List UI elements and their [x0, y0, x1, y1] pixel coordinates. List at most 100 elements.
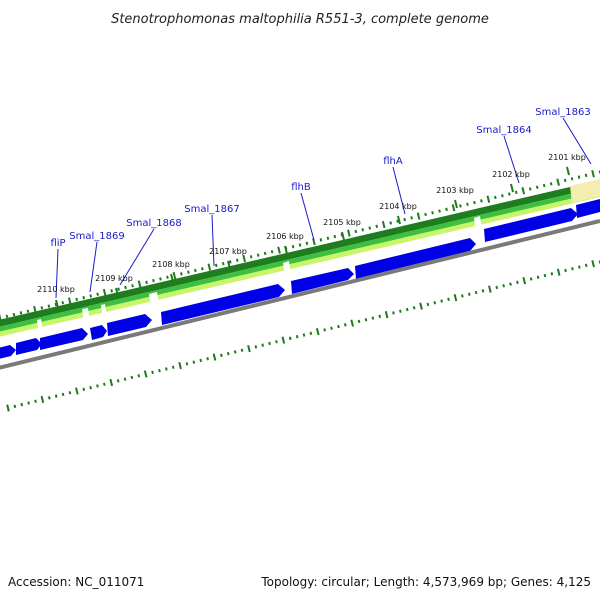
scale-tick: [578, 265, 581, 269]
scale-tick: [556, 268, 561, 276]
scale-tick: [392, 311, 395, 315]
scale-tick: [426, 302, 430, 307]
cds-arrow: [161, 284, 285, 325]
scale-tick: [54, 302, 58, 307]
scale-tick: [474, 290, 478, 295]
accession-text: Accession: NC_011071: [8, 575, 144, 589]
scale-tick: [263, 251, 267, 256]
scale-tick: [187, 270, 190, 274]
scale-tick: [206, 357, 209, 361]
scale-tick: [591, 260, 595, 268]
scale-tick: [563, 178, 567, 183]
scale-tick: [319, 238, 323, 242]
scale-tick: [326, 236, 330, 240]
gene-label: Smal_1867: [184, 204, 239, 215]
gene-label: flhB: [291, 182, 311, 193]
scale-tick: [438, 209, 441, 213]
gene-band-gaps: [37, 216, 482, 334]
scale-tick: [185, 362, 189, 366]
scale-tick: [96, 384, 99, 388]
scale-tick: [396, 219, 399, 223]
gene-label: fliP: [50, 238, 65, 249]
cds-arrow: [291, 268, 354, 294]
scale-tick: [514, 190, 518, 195]
scale-tick: [375, 224, 379, 229]
scale-tick: [75, 297, 79, 302]
scale-tick: [235, 258, 239, 262]
kbp-label: 2106 kbp: [266, 232, 304, 241]
scale-tick: [47, 396, 51, 400]
scale-tick: [26, 309, 30, 313]
gene-callout-line: [211, 214, 215, 267]
scale-tick: [354, 229, 358, 234]
kbp-tick: [170, 273, 174, 283]
scale-tick: [473, 200, 476, 205]
gene-callout-line: [562, 117, 592, 165]
gene-callout-line: [300, 192, 315, 241]
scale-tick: [509, 282, 512, 286]
kbp-label: 2102 kbp: [492, 170, 530, 179]
kbp-label: 2109 kbp: [95, 274, 133, 283]
scale-tick: [131, 284, 134, 288]
scale-tick: [445, 207, 448, 212]
scale-tick: [116, 379, 120, 383]
cds-arrow: [355, 238, 476, 279]
scale-tick: [384, 310, 389, 319]
scale-tick: [481, 289, 485, 293]
scale-tick: [152, 278, 155, 283]
scale-tick: [102, 288, 107, 297]
scale-tick: [268, 341, 271, 346]
scale-tick: [542, 183, 546, 188]
scale-tick: [405, 307, 409, 312]
scale-tick: [130, 375, 134, 380]
scale-tick: [507, 192, 511, 196]
gene-label: flhA: [383, 156, 403, 167]
scale-tick: [281, 336, 286, 344]
scale-tick: [502, 284, 505, 288]
scale-tick: [480, 199, 483, 203]
scale-tick: [461, 294, 464, 298]
scale-tick: [96, 292, 99, 296]
scale-tick: [277, 246, 281, 254]
scale-tick: [54, 394, 58, 398]
scale-tick: [124, 285, 127, 290]
scale-tick: [12, 312, 16, 317]
scale-tick: [171, 365, 175, 369]
gene-band-light: [0, 192, 600, 337]
scale-tick: [451, 204, 456, 212]
scale-tick: [192, 360, 196, 364]
scale-tick: [410, 216, 413, 220]
scale-tick: [350, 319, 354, 327]
scale-tick: [13, 404, 17, 409]
scale-tick: [501, 194, 504, 198]
scale-tick: [550, 272, 554, 276]
kbp-markers: 2110 kbp 2109 kbp 2108 kbp 2107 kbp 2106 kbp…: [37, 153, 586, 309]
scale-tick: [75, 387, 79, 395]
scale-tick: [207, 263, 212, 271]
scale-tick: [591, 170, 595, 178]
map-title: Stenotrophomonas maltophilia R551-3, com…: [111, 12, 489, 27]
scale-tick: [254, 345, 258, 349]
scale-tick: [433, 301, 437, 305]
scale-tick: [5, 314, 9, 319]
scale-tick: [494, 195, 497, 200]
scale-tick: [123, 377, 127, 381]
kbp-tick: [397, 215, 401, 225]
scale-tick: [275, 340, 278, 344]
scale-tick: [361, 228, 365, 232]
scale-tick: [194, 268, 197, 273]
kbp-tick: [341, 231, 345, 241]
scale-tick: [389, 221, 393, 225]
scale-tick: [178, 361, 182, 370]
kbp-tick: [115, 287, 119, 297]
cds-arrow: [107, 314, 152, 336]
scale-tick: [221, 261, 225, 266]
genome-backbone: [0, 219, 600, 370]
scale-tick: [556, 178, 560, 186]
scale-tick: [103, 382, 106, 386]
scale-tick: [495, 285, 499, 290]
scale-tick: [330, 326, 333, 330]
scale-tick: [240, 348, 244, 352]
kbp-tick: [284, 245, 288, 255]
